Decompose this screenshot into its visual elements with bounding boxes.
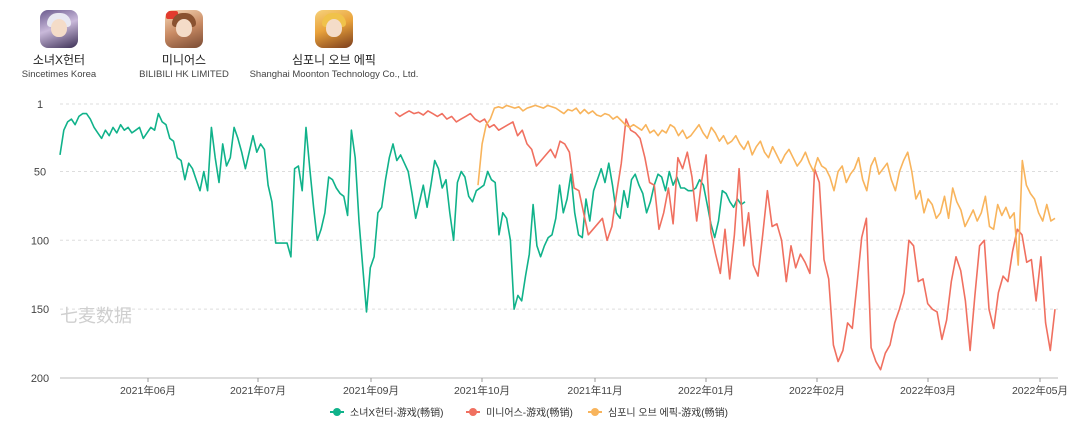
y-tick-label: 50 <box>34 166 46 178</box>
legend-label: 소녀X헌터-游戏(畅销) <box>350 406 443 419</box>
legend-label: 심포니 오브 에픽-游戏(畅销) <box>608 406 728 419</box>
app-name: 심포니 오브 에픽 <box>292 53 376 67</box>
app-developer: Sincetimes Korea <box>21 69 97 80</box>
x-tick-label: 2022年03月 <box>900 384 956 397</box>
anime-girl-brown-hair-icon <box>165 10 203 48</box>
legend-item[interactable]: 심포니 오브 에픽-游戏(畅销) <box>588 406 728 419</box>
y-tick-label: 150 <box>31 304 49 316</box>
app-name: 미니어스 <box>161 53 207 67</box>
chart-grid <box>60 103 1058 379</box>
x-tick-label: 2022年05月 <box>1012 384 1068 397</box>
y-tick-label: 200 <box>31 373 49 385</box>
y-tick-label: 100 <box>31 235 49 247</box>
legend-item[interactable]: 미니어스-游戏(畅销) <box>466 406 573 419</box>
series-lines <box>59 104 1056 371</box>
x-tick-label: 2022年02月 <box>789 384 845 397</box>
legend-item[interactable]: 소녀X헌터-游戏(畅销) <box>330 406 443 419</box>
x-tick-label: 2021年10月 <box>454 384 510 397</box>
y-tick-label: 1 <box>37 99 43 111</box>
app-card-miniers[interactable]: 미니어스 BILIBILI HK LIMITED <box>84 10 284 82</box>
x-tick-label: 2021年11月 <box>567 384 622 397</box>
watermark: 七麦数据 <box>60 306 132 327</box>
app-developer: Shanghai Moonton Technology Co., Ltd. <box>249 69 419 80</box>
series-line-2 <box>477 104 1056 266</box>
series-line-0 <box>59 112 746 313</box>
x-tick-label: 2021年06月 <box>120 384 176 397</box>
series-line-1 <box>394 110 1056 371</box>
app-developer: BILIBILI HK LIMITED <box>139 69 229 80</box>
chart-legend: 소녀X헌터-游戏(畅销) 미니어스-游戏(畅销) 심포니 오브 에픽-游戏(畅销) <box>330 406 728 419</box>
app-card-soneo-x-hunter[interactable]: 소녀X헌터 Sincetimes Korea <box>0 10 159 82</box>
x-tick-label: 2021年09月 <box>343 384 399 397</box>
anime-girl-blonde-hair-icon <box>315 10 353 48</box>
app-name: 소녀X헌터 <box>32 53 86 67</box>
x-axis-ticks: 2021年06月 2021年07月 2021年09月 2021年10月 2021年11月… <box>120 378 1068 397</box>
x-tick-label: 2021年07月 <box>230 384 286 397</box>
app-header: 소녀X헌터 Sincetimes Korea 미니어스 BILIBILI HK … <box>0 0 1080 95</box>
app-card-symphony-of-epic[interactable]: 심포니 오브 에픽 Shanghai Moonton Technology Co… <box>234 10 434 82</box>
legend-swatch-dot <box>591 408 599 416</box>
anime-girl-white-hair-icon <box>40 10 78 48</box>
legend-swatch-dot <box>469 408 477 416</box>
legend-swatch-dot <box>333 408 341 416</box>
legend-label: 미니어스-游戏(畅销) <box>486 406 573 419</box>
x-tick-label: 2022年01月 <box>678 384 734 397</box>
